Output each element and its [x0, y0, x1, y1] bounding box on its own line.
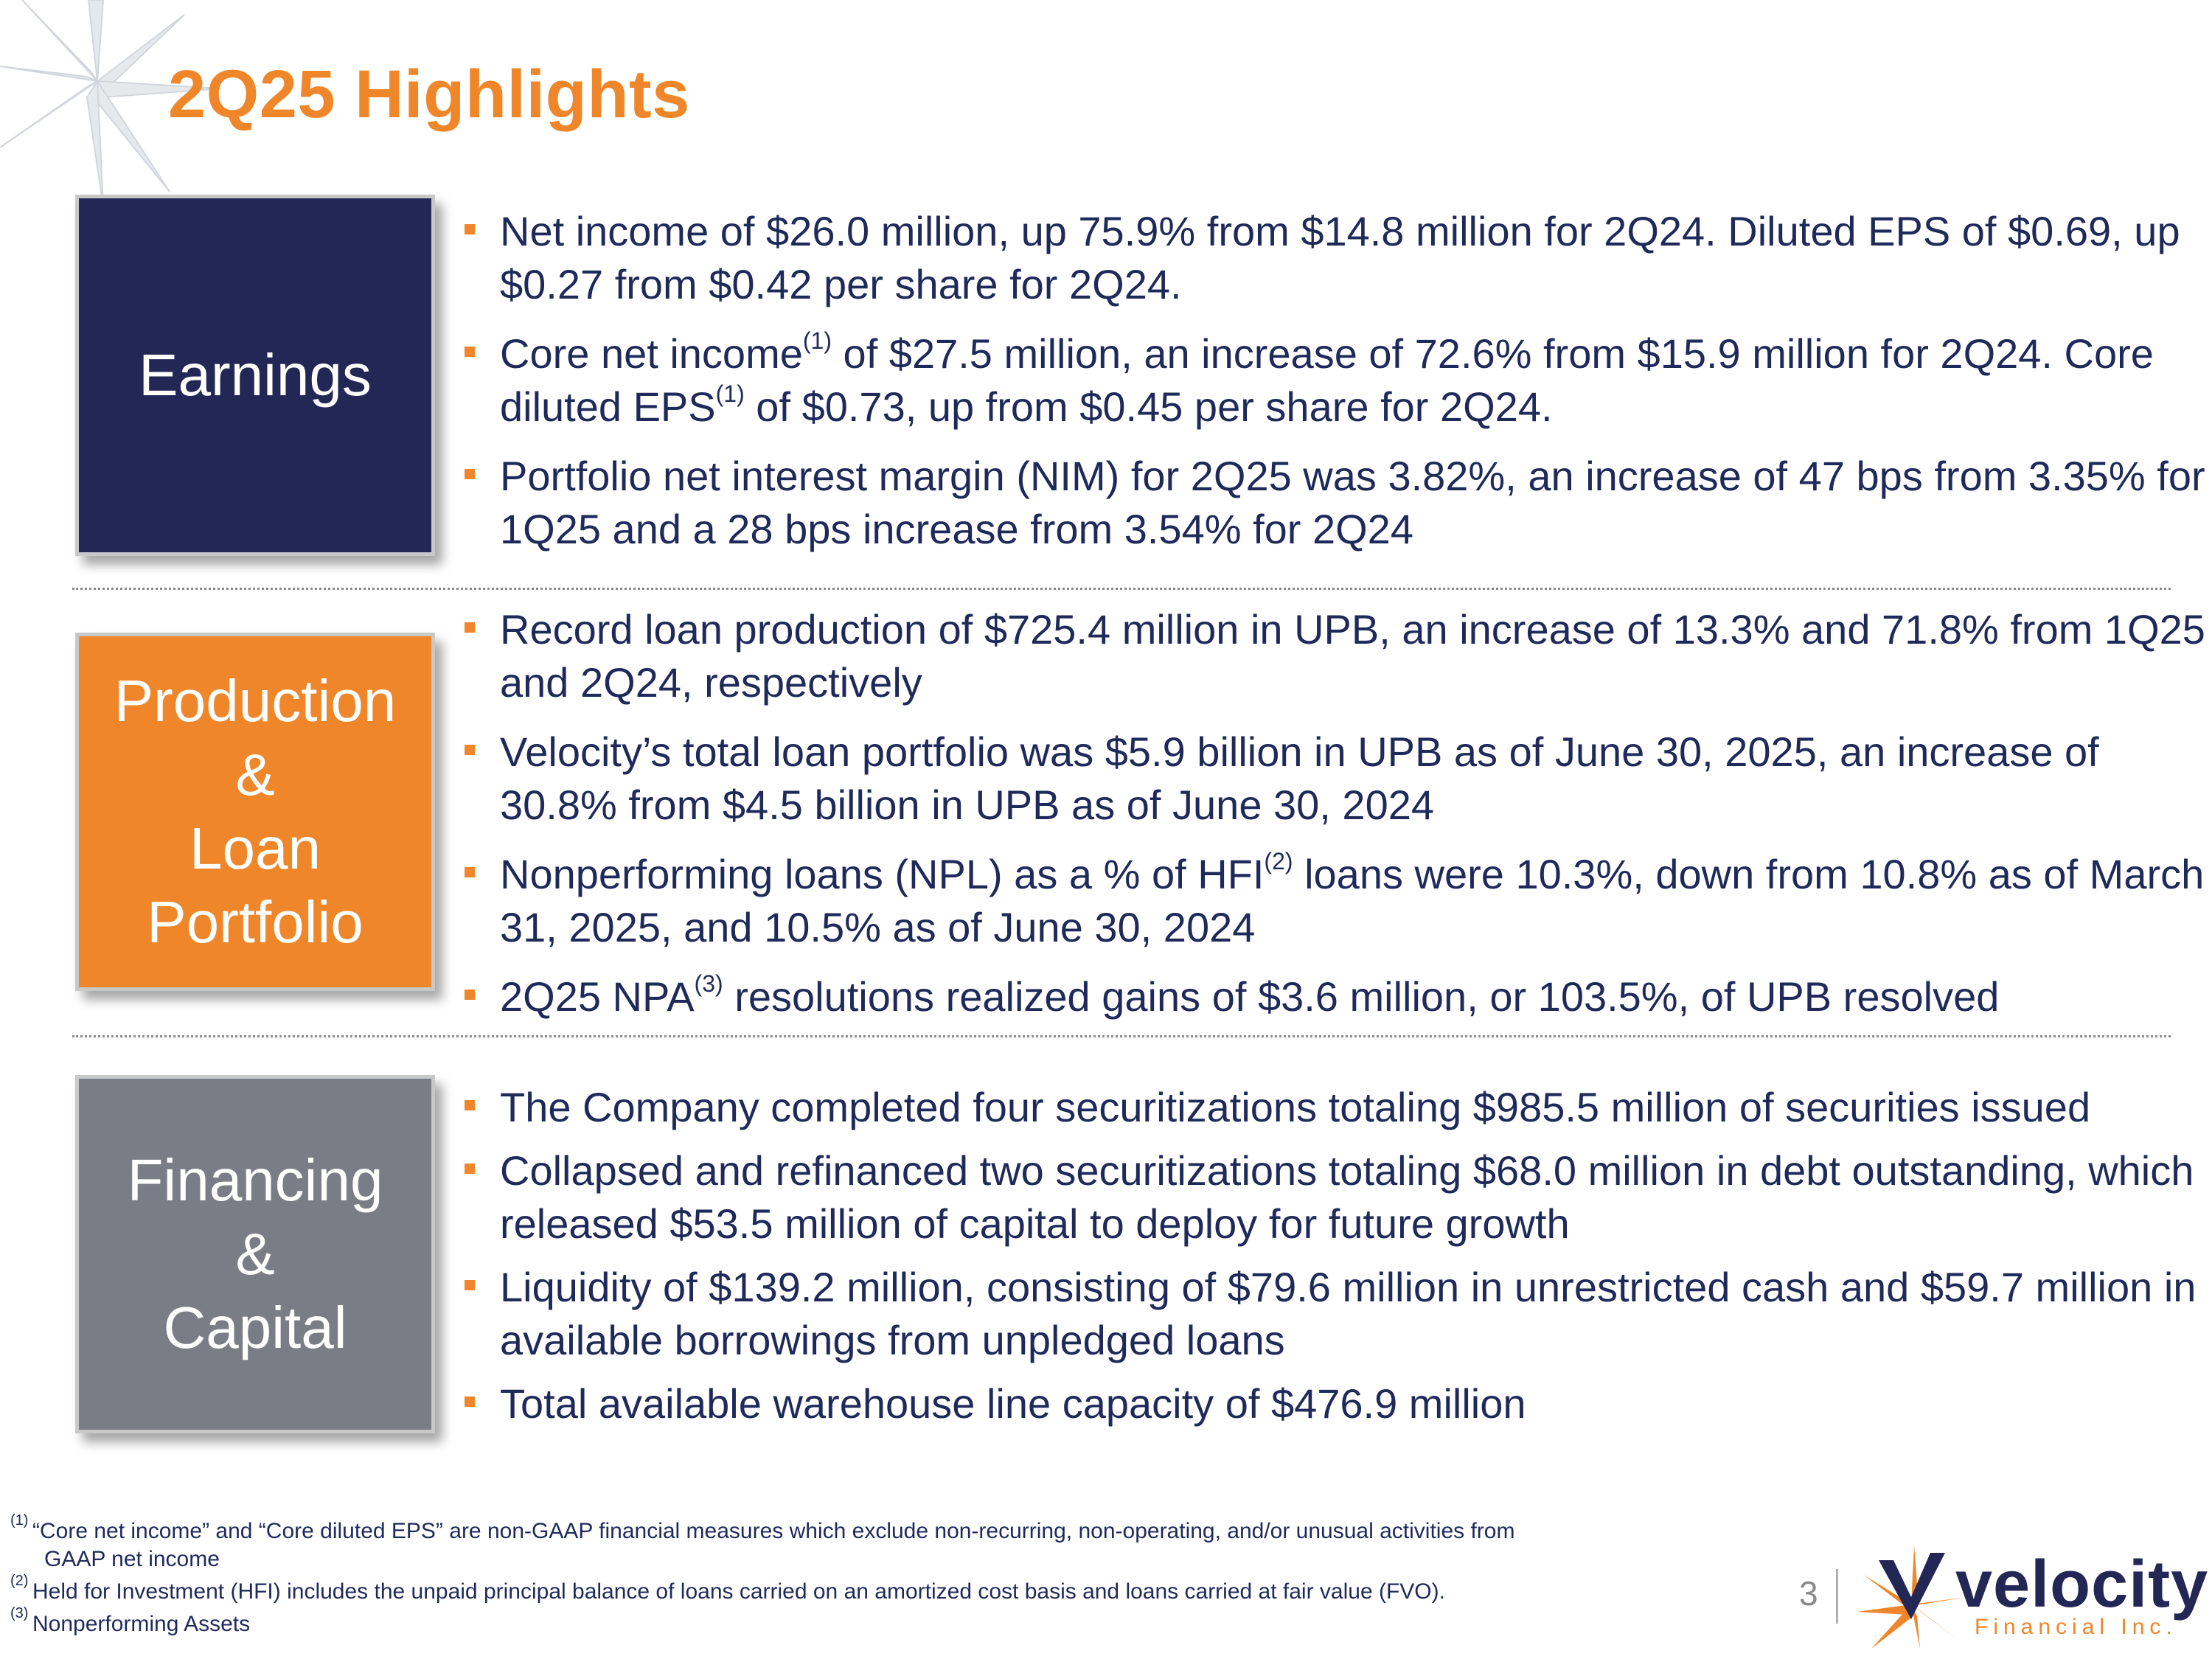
velocity-logo-star-icon	[1857, 1545, 1967, 1649]
financing-bullet: Total available warehouse line capacity …	[457, 1377, 2212, 1430]
financing-bullet: The Company completed four securitizatio…	[457, 1081, 2212, 1134]
page-title: 2Q25 Highlights	[168, 57, 690, 132]
production-bullet: Nonperforming loans (NPL) as a % of HFI(…	[457, 848, 2212, 954]
production-label-line: Loan	[189, 815, 321, 881]
decorative-star-graphic	[0, 0, 221, 206]
footnote-ref: (3)	[694, 970, 723, 997]
production-label-line: &	[235, 742, 275, 807]
bullet-square-icon	[465, 1100, 475, 1110]
footnotes: (1) “Core net income” and “Core diluted E…	[10, 1513, 1765, 1643]
bullet-square-icon	[465, 1280, 475, 1290]
earnings-bullet-list: Net income of $26.0 million, up 75.9% fr…	[457, 205, 2212, 572]
production-label-line: Production	[114, 668, 397, 734]
footnote-continuation: GAAP net income	[44, 1547, 220, 1571]
financing-section-label: Financing & Capital	[75, 1075, 435, 1433]
production-bullet: Record loan production of $725.4 million…	[457, 603, 2212, 709]
earnings-label-text: Earnings	[139, 342, 372, 408]
bullet-square-icon	[465, 990, 475, 1000]
footnote-mark: (2)	[10, 1573, 29, 1589]
section-divider	[72, 1035, 2171, 1037]
page-number: 3	[1799, 1574, 1818, 1613]
footnote: (1) “Core net income” and “Core diluted E…	[10, 1513, 1765, 1573]
production-bullet: Velocity’s total loan portfolio was $5.9…	[457, 726, 2212, 832]
bullet-square-icon	[465, 347, 475, 357]
logo-wordmark: velocity	[1955, 1548, 2209, 1621]
earnings-bullet: Net income of $26.0 million, up 75.9% fr…	[457, 205, 2212, 311]
footnote: (3) Nonperforming Assets	[10, 1605, 251, 1636]
financing-label-line: &	[235, 1221, 275, 1287]
bullet-square-icon	[465, 867, 475, 877]
financing-bullet: Liquidity of $139.2 million, consisting …	[457, 1261, 2212, 1367]
financing-bullet-list: The Company completed four securitizatio…	[457, 1081, 2212, 1441]
section-divider	[72, 588, 2171, 590]
footnote: (2) Held for Investment (HFI) includes t…	[10, 1573, 1445, 1604]
footnote-mark: (1)	[10, 1512, 29, 1528]
bullet-square-icon	[465, 1397, 475, 1407]
footnote-mark: (3)	[10, 1605, 29, 1621]
financing-label-line: Capital	[163, 1295, 347, 1360]
earnings-bullet: Core net income(1) of $27.5 million, an …	[457, 327, 2212, 434]
production-label-line: Portfolio	[147, 889, 364, 955]
financing-bullet: Collapsed and refinanced two securitizat…	[457, 1144, 2212, 1251]
footnote-ref: (1)	[715, 380, 745, 407]
logo-subtitle: Financial Inc.	[1975, 1615, 2177, 1639]
production-bullet-list: Record loan production of $725.4 million…	[457, 603, 2212, 1040]
production-section-label: Production & Loan Portfolio	[75, 633, 435, 991]
footnote-ref: (1)	[802, 327, 832, 354]
footnote-ref: (2)	[1264, 848, 1293, 874]
bullet-square-icon	[465, 622, 475, 633]
earnings-section-label: Earnings	[75, 195, 435, 556]
production-bullet: 2Q25 NPA(3) resolutions realized gains o…	[457, 970, 2212, 1023]
bullet-square-icon	[465, 1164, 475, 1174]
bullet-square-icon	[465, 224, 475, 234]
financing-label-line: Financing	[127, 1147, 383, 1213]
bullet-square-icon	[465, 745, 475, 755]
earnings-bullet: Portfolio net interest margin (NIM) for …	[457, 450, 2212, 556]
bullet-square-icon	[465, 469, 475, 479]
page-number-separator	[1836, 1569, 1838, 1624]
